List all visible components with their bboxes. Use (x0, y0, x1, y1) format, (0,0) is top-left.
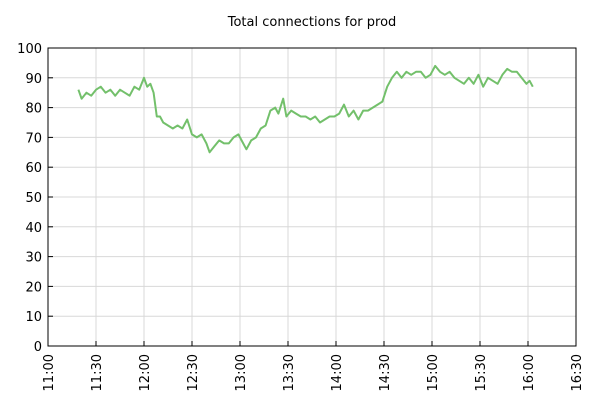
x-tick-label: 16:30 (570, 354, 585, 391)
x-tick-label: 13:30 (282, 354, 297, 391)
y-tick-label: 90 (25, 72, 42, 87)
x-tick-label: 16:00 (522, 354, 537, 391)
chart-title: Total connections for prod (227, 15, 397, 30)
y-tick-label: 10 (25, 310, 42, 325)
x-tick-label: 14:30 (378, 354, 393, 391)
x-tick-label: 13:00 (234, 354, 249, 391)
plot-frame (47, 47, 577, 347)
y-tick-label: 0 (34, 340, 42, 355)
y-tick-label: 70 (25, 131, 42, 146)
y-tick-label: 20 (25, 280, 42, 295)
y-tick-label: 60 (25, 161, 42, 176)
x-tick-label: 12:30 (186, 354, 201, 391)
x-tick-label: 15:30 (474, 354, 489, 391)
x-tick-label: 11:00 (42, 354, 57, 391)
x-tick-label: 15:00 (426, 354, 441, 391)
y-tick-label: 30 (25, 251, 42, 266)
x-tick-label: 14:00 (330, 354, 345, 391)
x-tick-label: 11:30 (90, 354, 105, 391)
y-tick-label: 100 (17, 42, 42, 57)
data-line (77, 64, 534, 154)
y-tick-label: 80 (25, 102, 42, 117)
y-tick-label: 50 (25, 191, 42, 206)
x-tick-label: 12:00 (138, 354, 153, 391)
y-tick-label: 40 (25, 221, 42, 236)
